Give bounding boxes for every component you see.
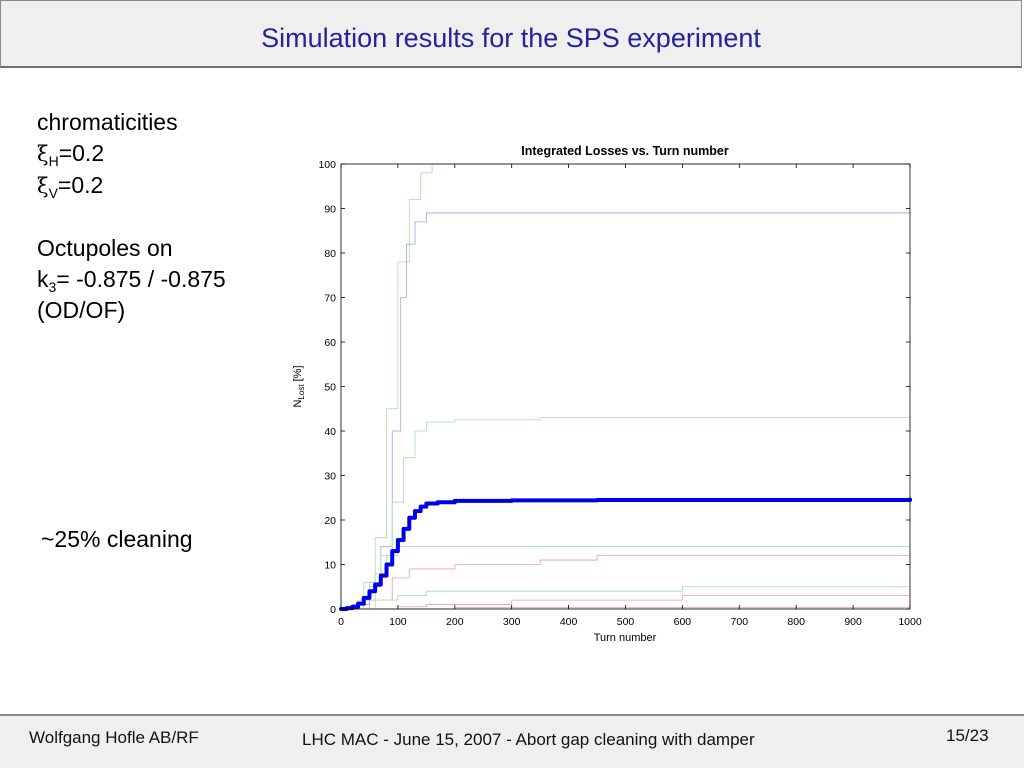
y-tick-label: 80: [324, 248, 336, 260]
x-tick-label: 200: [446, 616, 464, 628]
y-tick-label: 50: [324, 382, 336, 394]
parameters-text: chromaticities ξH=0.2 ξV=0.2 Octupoles o…: [37, 107, 226, 326]
xi-v-value: =0.2: [57, 172, 104, 198]
x-tick-label: 700: [731, 616, 749, 628]
y-tick-label: 100: [318, 159, 336, 171]
y-axis-label: NLost [%]: [292, 365, 306, 407]
series-line-3: [340, 415, 911, 610]
x-tick-label: 500: [617, 616, 635, 628]
x-tick-label: 100: [389, 616, 407, 628]
octupoles-label: Octupoles on: [37, 235, 173, 261]
xi-h-line: ξH=0.2: [37, 138, 226, 170]
plot-frame: [340, 163, 911, 610]
x-axis-label: Turn number: [594, 632, 657, 644]
series-line-5: [340, 555, 911, 610]
xi-v-subscript: V: [48, 185, 58, 201]
footer-author: Wolfgang Hofle AB/RF: [29, 728, 199, 747]
series-layer: [339, 163, 912, 611]
xi-h-value: =0.2: [58, 140, 105, 166]
chart-title: Integrated Losses vs. Turn number: [521, 144, 729, 158]
chromaticities-label: chromaticities: [37, 109, 178, 135]
y-tick-label: 40: [324, 426, 336, 438]
series-line-4: [340, 546, 911, 610]
losses-chart: Integrated Losses vs. Turn number 0 100 20…: [292, 144, 922, 644]
k3-subscript: 3: [48, 279, 57, 295]
tick-layer: 0 100 200 300 400 500 600 700 800 900 1000 0 10 20 30 4…: [318, 159, 921, 628]
od-of-label: (OD/OF): [37, 297, 126, 323]
k3-value: = -0.875 / -0.875: [56, 266, 226, 292]
xi-h-subscript: H: [48, 153, 59, 169]
y-tick-label: 10: [324, 560, 336, 572]
x-tick-label: 400: [560, 616, 578, 628]
series-line-2: [340, 212, 911, 610]
xi-v-line: ξV=0.2: [37, 170, 226, 202]
k3-line: k3= -0.875 / -0.875: [37, 264, 226, 295]
series-line-6: [340, 586, 911, 610]
x-tick-label: 900: [844, 616, 862, 628]
y-tick-label: 20: [324, 515, 336, 527]
y-axis-label-unit: [%]: [292, 365, 304, 384]
cleaning-annotation: ~25% cleaning: [41, 526, 193, 552]
k3-symbol: k: [37, 266, 49, 292]
slide-footer: Wolfgang Hofle AB/RF LHC MAC - June 15, …: [0, 714, 1024, 768]
xi-h-symbol: ξ: [37, 142, 49, 166]
x-tick-label: 1000: [898, 616, 922, 628]
xi-v-symbol: ξ: [37, 174, 49, 198]
footer-page-number: 15/23: [946, 726, 989, 745]
x-tick-label: 800: [787, 616, 805, 628]
y-axis-label-main: N: [292, 400, 304, 408]
y-tick-label: 90: [324, 204, 336, 216]
y-tick-label: 0: [330, 604, 336, 616]
y-axis-label-sub: Lost: [297, 384, 306, 400]
y-tick-label: 70: [324, 293, 336, 305]
footer-center-text: LHC MAC - June 15, 2007 - Abort gap clea…: [302, 730, 755, 749]
slide-title-bar: Simulation results for the SPS experimen…: [0, 0, 1022, 68]
y-tick-label: 30: [324, 471, 336, 483]
series-line-1: [340, 163, 911, 610]
x-tick-label: 600: [674, 616, 692, 628]
x-tick-label: 0: [338, 616, 344, 628]
series-line-9: [339, 497, 912, 611]
slide-title: Simulation results for the SPS experimen…: [261, 23, 761, 53]
x-tick-label: 300: [503, 616, 521, 628]
y-tick-label: 60: [324, 337, 336, 349]
